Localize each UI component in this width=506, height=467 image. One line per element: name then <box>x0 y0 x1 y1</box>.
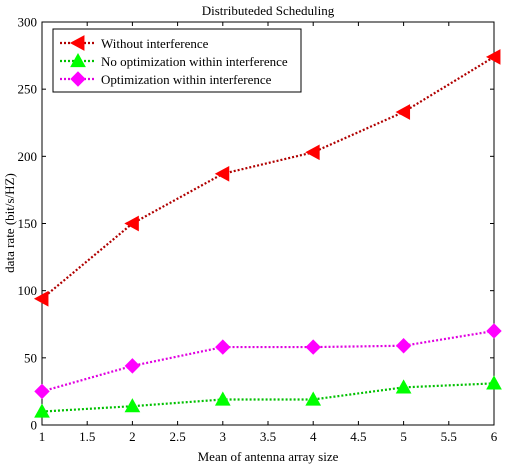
x-tick-label: 1.5 <box>79 429 95 444</box>
data-point <box>214 165 230 182</box>
data-point <box>305 144 320 161</box>
y-tick-label: 100 <box>18 283 38 298</box>
x-tick-label: 5 <box>400 429 407 444</box>
x-tick-label: 2 <box>129 429 136 444</box>
legend-swatch-marker <box>70 71 86 87</box>
series-2 <box>34 375 502 418</box>
x-tick-label: 4.5 <box>350 429 366 444</box>
x-tick-label: 3 <box>220 429 227 444</box>
x-tick-label: 4 <box>310 429 317 444</box>
legend-label-without-interference: Without interference <box>101 36 209 51</box>
legend-box <box>52 28 302 93</box>
y-tick-label: 0 <box>31 418 38 433</box>
legend-swatch-marker <box>69 35 85 51</box>
y-tick-label: 250 <box>18 82 38 97</box>
data-point <box>395 338 412 354</box>
data-point <box>395 104 411 120</box>
data-point <box>486 323 502 339</box>
y-axis: 0 50 100 150 200 250 300 <box>18 15 494 433</box>
data-point <box>305 391 322 406</box>
data-point <box>214 391 231 406</box>
series-1 <box>33 49 501 307</box>
data-point <box>485 49 501 65</box>
y-tick-label: 200 <box>18 149 38 164</box>
y-axis-label: data rate (bit/s/HZ) <box>2 173 17 273</box>
data-point <box>124 358 141 374</box>
data-point <box>33 290 49 307</box>
series-3 <box>34 323 502 400</box>
x-axis-label: Mean of antenna array size <box>198 449 339 464</box>
legend-items <box>60 35 95 87</box>
y-tick-label: 300 <box>18 15 38 30</box>
x-tick-label: 1 <box>39 429 46 444</box>
legend: Without interference No optimization wit… <box>52 28 302 93</box>
x-tick-label: 6 <box>491 429 498 444</box>
legend-label-optimization: Optimization within interference <box>101 72 272 87</box>
series-layer <box>33 49 502 418</box>
data-point <box>395 379 412 394</box>
data-point <box>215 339 231 355</box>
y-tick-label: 50 <box>24 350 37 365</box>
chart-title: Distributeded Scheduling <box>202 3 335 18</box>
data-point <box>34 383 50 400</box>
series-line <box>41 382 495 413</box>
x-axis: 1 1.5 2 2.5 3 3.5 4 4.5 5 5.5 6 <box>39 22 498 444</box>
data-point <box>124 398 141 413</box>
data-point <box>486 375 502 390</box>
data-point <box>34 403 50 418</box>
x-tick-label: 5.5 <box>441 429 457 444</box>
y-tick-label: 150 <box>18 216 38 231</box>
legend-swatch-marker <box>70 52 86 68</box>
x-tick-label: 3.5 <box>260 429 276 444</box>
legend-label-no-optimization: No optimization within interference <box>101 54 288 69</box>
data-point <box>124 215 139 232</box>
data-point <box>305 339 321 355</box>
x-tick-label: 2.5 <box>169 429 185 444</box>
